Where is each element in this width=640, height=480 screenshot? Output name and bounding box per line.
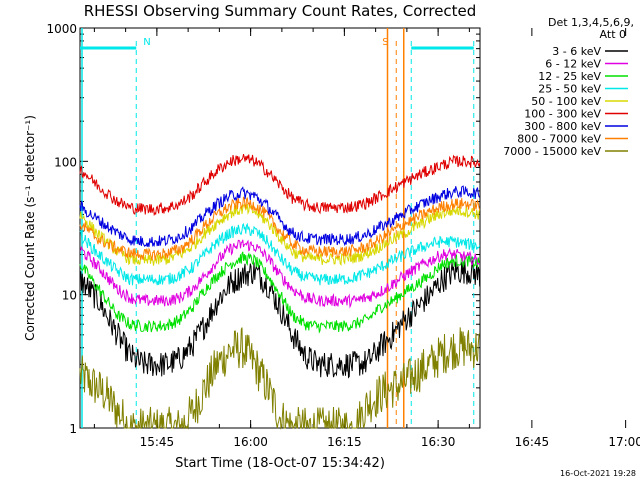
x-tick-label: 16:00 bbox=[233, 435, 268, 449]
series-line-2 bbox=[79, 251, 481, 334]
x-tick-label: 15:45 bbox=[140, 435, 175, 449]
x-tick-label: 16:30 bbox=[421, 435, 456, 449]
legend-label: 3 - 6 keV bbox=[552, 45, 601, 58]
chart-title: RHESSI Observing Summary Count Rates, Co… bbox=[84, 2, 477, 20]
x-tick-label: 16:45 bbox=[515, 435, 550, 449]
x-tick-label: 16:15 bbox=[327, 435, 362, 449]
legend-attenuator: Att 0 bbox=[600, 28, 626, 41]
y-tick-label: 1 bbox=[69, 422, 77, 436]
legend-label: 100 - 300 keV bbox=[524, 108, 601, 121]
series-line-7 bbox=[79, 196, 481, 261]
y-tick-label: 100 bbox=[54, 155, 77, 169]
legend-label: 800 - 7000 keV bbox=[517, 133, 601, 146]
series-line-6 bbox=[79, 185, 481, 248]
legend-label: 50 - 100 keV bbox=[531, 95, 601, 108]
legend-label: 25 - 50 keV bbox=[538, 83, 601, 96]
series-line-1 bbox=[79, 239, 481, 309]
legend-label: 6 - 12 keV bbox=[545, 58, 601, 71]
y-tick-label: 1000 bbox=[46, 22, 77, 36]
x-tick-label: 17:00 bbox=[608, 435, 640, 449]
x-axis-label: Start Time (18-Oct-07 15:34:42) bbox=[175, 456, 385, 471]
legend-detectors: Det 1,3,4,5,6,9, bbox=[548, 16, 634, 29]
date-stamp: 16-Oct-2021 19:28 bbox=[560, 469, 636, 478]
legend-label: 7000 - 15000 keV bbox=[503, 145, 601, 158]
legend-label: 300 - 800 keV bbox=[524, 120, 601, 133]
y-axis-label: Corrected Count Rate (s⁻¹ detector⁻¹) bbox=[23, 115, 37, 341]
flag-label: N bbox=[143, 37, 150, 48]
legend-label: 12 - 25 keV bbox=[538, 70, 601, 83]
plot-frame bbox=[79, 27, 481, 429]
y-tick-label: 10 bbox=[62, 289, 77, 303]
series-line-3 bbox=[79, 222, 481, 286]
flag-label: S bbox=[382, 37, 388, 48]
series-line-4 bbox=[79, 203, 481, 267]
series-line-0 bbox=[79, 259, 481, 379]
series-line-8 bbox=[79, 327, 481, 430]
series-line-5 bbox=[79, 153, 481, 217]
